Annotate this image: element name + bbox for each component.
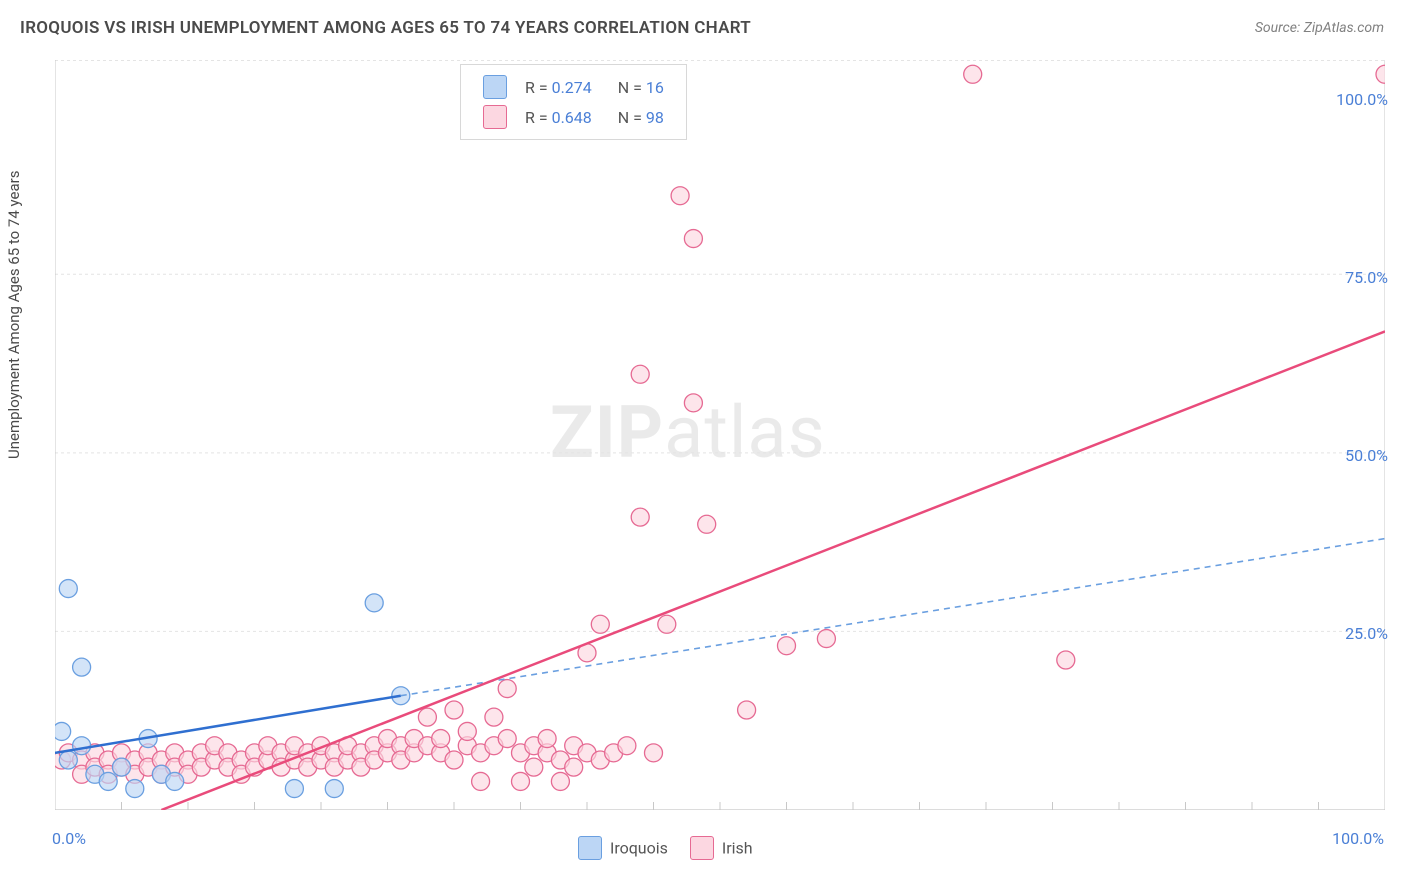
ytick-100: 100.0% bbox=[1336, 90, 1388, 109]
swatch-iroquois bbox=[483, 75, 507, 99]
ytick-75: 75.0% bbox=[1345, 268, 1388, 287]
swatch-irish-bottom bbox=[690, 836, 714, 860]
y-axis-label: Unemployment Among Ages 65 to 74 years bbox=[5, 171, 23, 459]
series-legend: Iroquois Irish bbox=[560, 836, 753, 860]
xtick-0: 0.0% bbox=[52, 829, 86, 848]
legend-label-iroquois: Iroquois bbox=[610, 839, 668, 858]
xtick-100: 100.0% bbox=[1332, 829, 1384, 848]
legend-label-irish: Irish bbox=[722, 839, 753, 858]
correlation-legend: R = 0.274 N = 16 R = 0.648 N = 98 bbox=[460, 64, 687, 140]
source-credit: Source: ZipAtlas.com bbox=[1255, 20, 1384, 36]
plot-svg bbox=[55, 60, 1385, 810]
swatch-irish bbox=[483, 105, 507, 129]
ytick-50: 50.0% bbox=[1345, 446, 1388, 465]
legend-row-irish: R = 0.648 N = 98 bbox=[477, 103, 670, 131]
chart-title: IROQUOIS VS IRISH UNEMPLOYMENT AMONG AGE… bbox=[20, 18, 751, 38]
legend-row-iroquois: R = 0.274 N = 16 bbox=[477, 73, 670, 101]
scatter-plot bbox=[55, 60, 1385, 810]
ytick-25: 25.0% bbox=[1345, 624, 1388, 643]
swatch-iroquois-bottom bbox=[578, 836, 602, 860]
